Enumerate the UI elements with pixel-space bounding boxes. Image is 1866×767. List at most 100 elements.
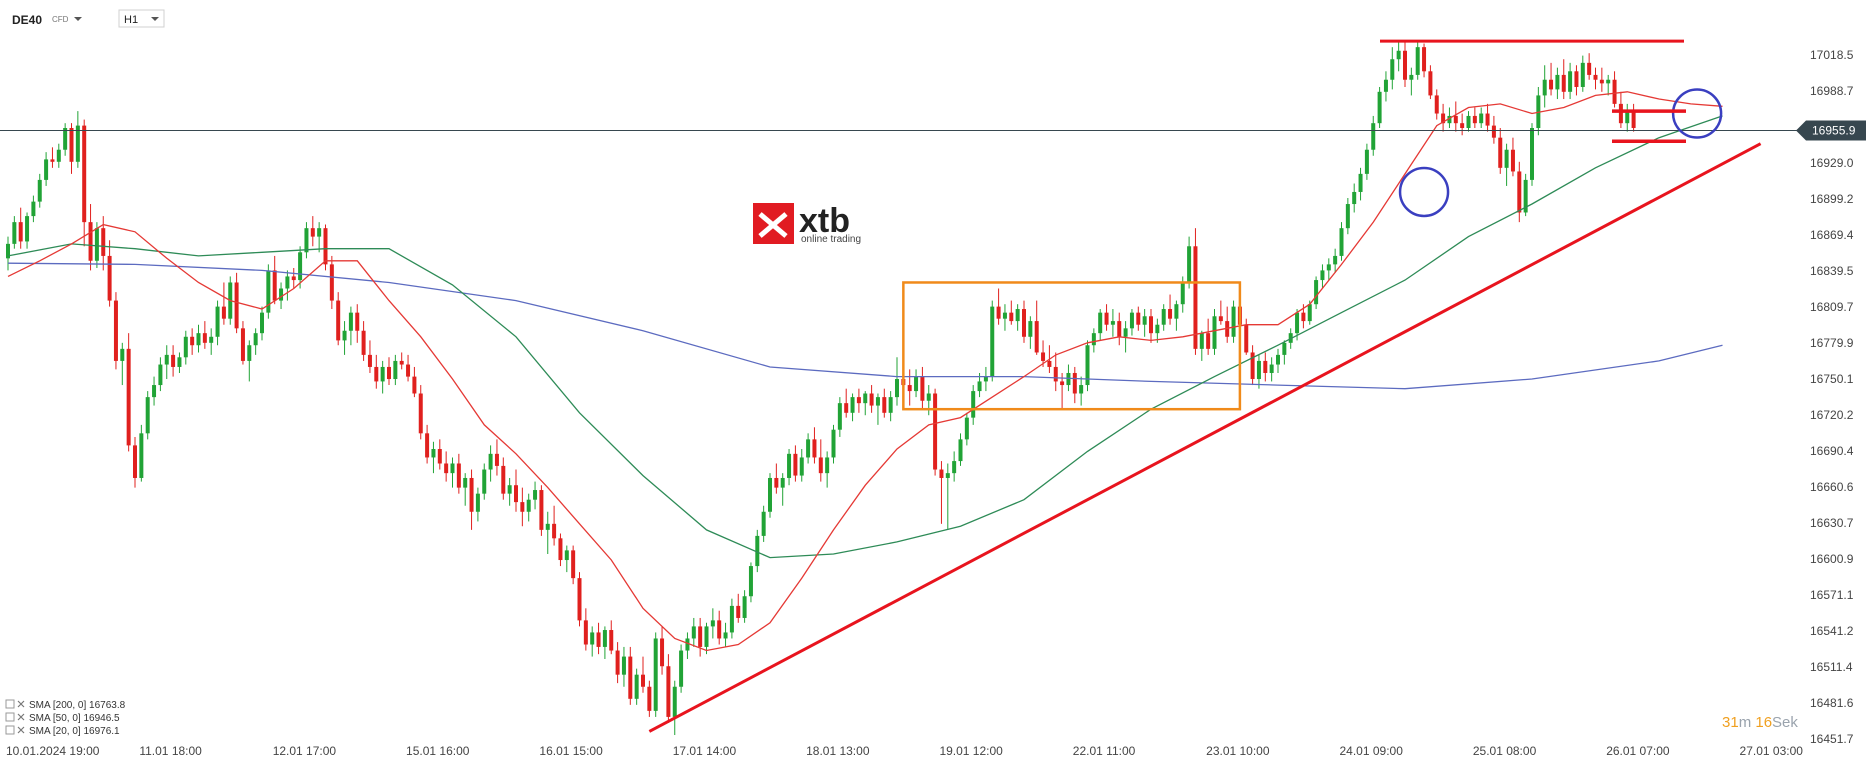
candle-down <box>18 222 23 242</box>
timer-minutes-unit: m <box>1739 714 1752 731</box>
settings-icon[interactable] <box>5 712 15 722</box>
candle-up <box>990 306 995 377</box>
close-icon[interactable] <box>17 726 25 734</box>
candle-up <box>25 216 30 242</box>
candle-down <box>1517 171 1522 213</box>
candle-down <box>933 393 938 470</box>
candle-down <box>323 228 328 265</box>
candle-down <box>456 463 461 488</box>
candle-down <box>336 300 341 341</box>
candle-up <box>431 449 436 458</box>
settings-icon[interactable] <box>5 725 15 735</box>
x-tick-label: 18.01 13:00 <box>806 744 870 758</box>
candle-up <box>723 632 728 639</box>
xtb-logo: xtb online trading <box>753 202 861 245</box>
uptrend-line[interactable] <box>648 142 1762 733</box>
legend-item[interactable]: SMA [200, 0] 16763.8 <box>5 699 126 711</box>
candle-down <box>1047 360 1052 367</box>
candle-down <box>1104 312 1109 325</box>
candle-down <box>126 348 131 446</box>
candle-down <box>367 354 372 367</box>
timeframe-select[interactable] <box>118 9 165 28</box>
sma20-line <box>7 91 1723 652</box>
candle-up <box>1358 173 1363 192</box>
candle-up <box>145 397 150 434</box>
candle-up <box>799 457 804 476</box>
y-tick-label: 16600.9 <box>1810 552 1854 566</box>
candle-down <box>171 354 176 367</box>
legend-item[interactable]: SMA [20, 0] 16976.1 <box>5 725 120 737</box>
candle-up <box>1523 179 1528 213</box>
sma200-line <box>7 262 1723 390</box>
chevron-down-icon[interactable] <box>74 17 82 21</box>
candle-down <box>939 469 944 478</box>
candle-down <box>1136 312 1141 325</box>
candle-down <box>1301 312 1306 322</box>
settings-icon[interactable] <box>5 699 15 709</box>
highlight-circle[interactable] <box>1398 166 1450 218</box>
candle-up <box>1091 333 1096 346</box>
y-tick-label: 16750.1 <box>1810 372 1854 386</box>
close-icon[interactable] <box>17 700 25 708</box>
y-tick-label: 16511.4 <box>1810 660 1853 674</box>
consolidation-box[interactable] <box>902 281 1242 411</box>
candle-down <box>647 686 652 711</box>
candle-down <box>418 393 423 434</box>
y-tick-label: 16899.2 <box>1810 192 1854 206</box>
candle-down <box>882 397 887 413</box>
candle-down <box>1460 123 1465 129</box>
x-tick-label: 15.01 16:00 <box>406 744 470 758</box>
candle-down <box>361 330 366 355</box>
candle-down <box>1250 352 1255 380</box>
y-tick-label: 16481.6 <box>1810 696 1854 710</box>
candle-down <box>329 264 334 301</box>
candle-down <box>1149 316 1153 334</box>
candle-up <box>653 638 658 711</box>
candle-down <box>399 360 404 365</box>
symbol-label[interactable]: DE40 <box>12 13 42 27</box>
timeframe-label[interactable]: H1 <box>124 14 138 26</box>
candle-down <box>190 336 195 346</box>
candle-up <box>704 626 709 647</box>
symbol-type-label: CFD <box>52 15 69 24</box>
candle-up <box>806 439 811 458</box>
candle-up <box>31 201 36 217</box>
candle-up <box>983 376 988 382</box>
y-tick-label: 16929.0 <box>1810 156 1854 170</box>
candle-down <box>1549 79 1554 90</box>
candle-up <box>1542 79 1547 96</box>
candle-up <box>1383 79 1388 92</box>
candle-up <box>533 490 538 500</box>
candle-down <box>920 376 925 401</box>
candle-down <box>1453 115 1458 124</box>
y-tick-label: 17018.5 <box>1810 48 1854 62</box>
close-icon[interactable] <box>17 713 25 721</box>
highlight-circle[interactable] <box>1671 88 1723 139</box>
candle-up <box>6 243 10 259</box>
candle-up <box>1555 74 1560 90</box>
candle-up <box>1002 312 1007 319</box>
candle-up <box>710 620 715 627</box>
candle-up <box>831 429 836 458</box>
chart-header[interactable]: DE40 CFD H1 <box>12 9 165 28</box>
indicator-legend[interactable]: SMA [200, 0] 16763.8 SMA [50, 0] 16946.5 S… <box>5 699 126 737</box>
candle-up <box>1123 328 1128 337</box>
candle-up <box>393 360 398 380</box>
candle-down <box>1022 309 1026 337</box>
candle-up <box>177 357 182 367</box>
candle-up <box>1314 280 1319 305</box>
candle-up <box>895 379 899 398</box>
candle-down <box>869 393 874 406</box>
candle-down <box>1193 246 1198 349</box>
candle-up <box>952 461 957 474</box>
candle-down <box>641 674 645 687</box>
candle-up <box>463 477 468 488</box>
y-tick-label: 16779.9 <box>1810 336 1854 350</box>
chevron-down-icon[interactable] <box>151 17 159 21</box>
legend-item[interactable]: SMA [50, 0] 16946.5 <box>5 712 120 724</box>
candle-up <box>1606 79 1611 84</box>
y-tick-label: 16541.2 <box>1810 624 1854 638</box>
candle-up <box>253 333 258 346</box>
candle-down <box>1561 74 1566 92</box>
